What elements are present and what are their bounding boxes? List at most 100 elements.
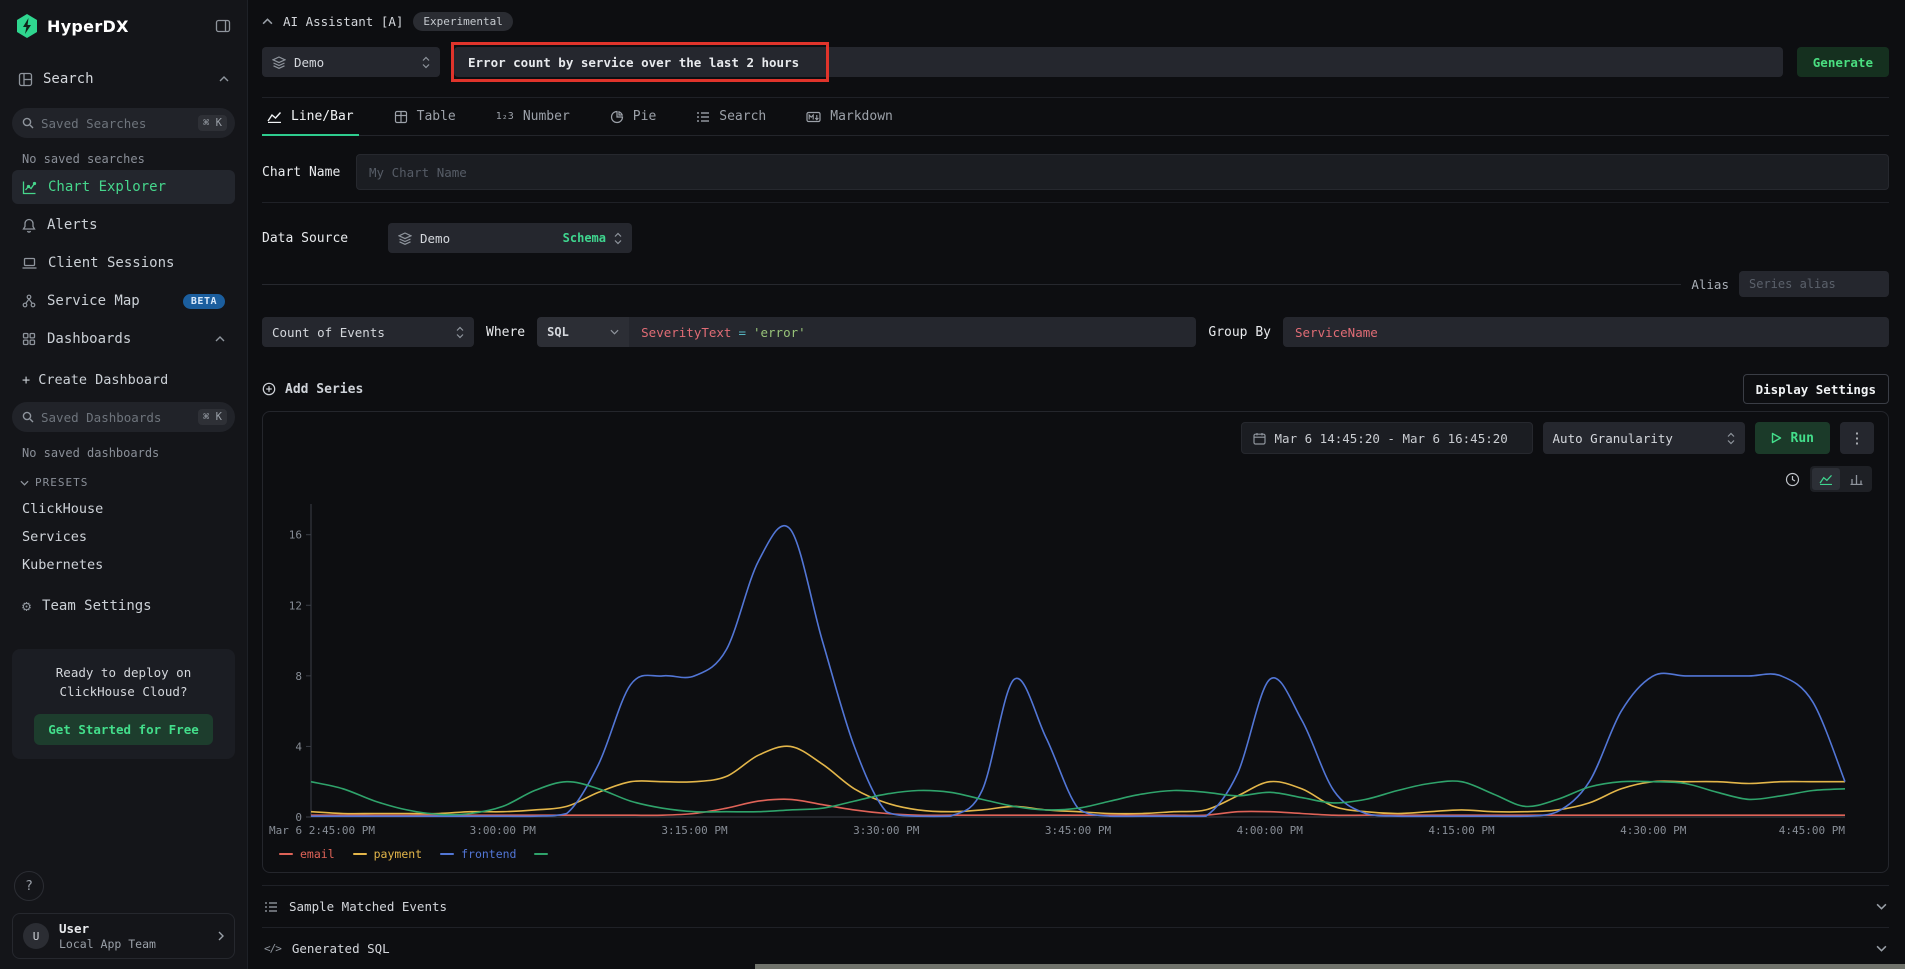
get-started-button[interactable]: Get Started for Free [34,714,213,745]
generated-sql-section[interactable]: </> Generated SQL [262,927,1889,969]
legend-item[interactable] [534,853,555,855]
preset-kubernetes[interactable]: Kubernetes [22,557,235,573]
sidebar-item-alerts[interactable]: Alerts [12,208,235,242]
table-icon [394,110,408,124]
help-button[interactable]: ? [14,871,44,901]
clock-icon[interactable] [1785,472,1800,487]
tab-table[interactable]: Table [389,98,461,135]
tab-number[interactable]: 1₂3 Number [491,98,575,135]
layers-icon [272,56,286,69]
where-group: SQL SeverityText = 'error' [537,317,1196,347]
saved-dashboards-input[interactable]: Saved Dashboards ⌘ K [12,402,235,432]
sidebar-item-dashboards[interactable]: Dashboards [12,322,235,356]
more-options-button[interactable]: ⋮ [1840,422,1874,454]
dashboards-icon [22,332,36,346]
sample-events-label: Sample Matched Events [289,899,447,914]
preset-services[interactable]: Services [22,529,235,545]
display-settings-button[interactable]: Display Settings [1743,374,1889,404]
clickhouse-cloud-promo: Ready to deploy on ClickHouse Cloud? Get… [12,649,235,759]
metric-value: Count of Events [272,325,385,340]
chart-explorer-icon [22,180,37,195]
add-series-label: Add Series [285,382,363,397]
date-range-input[interactable]: Mar 6 14:45:20 - Mar 6 16:45:20 [1241,422,1533,454]
ai-generate-row: Demo Generate [262,47,1889,77]
where-expression-input[interactable]: SeverityText = 'error' [629,317,1196,347]
sidebar-item-service-map[interactable]: Service Map BETA [12,284,235,318]
granularity-select[interactable]: Auto Granularity [1543,422,1745,454]
ai-prompt-wrap [454,47,1783,77]
language-select[interactable]: SQL [537,317,629,347]
svg-text:4:00:00 PM: 4:00:00 PM [1237,824,1304,837]
alias-input[interactable] [1739,271,1889,297]
sidebar-item-client-sessions[interactable]: Client Sessions [12,246,235,280]
sample-matched-events-section[interactable]: Sample Matched Events [262,885,1889,927]
create-dashboard-link[interactable]: + Create Dashboard [22,372,235,388]
bell-icon [22,218,36,233]
preset-clickhouse[interactable]: ClickHouse [22,501,235,517]
line-chart[interactable]: 0481216Mar 6 2:45:00 PM3:00:00 PM3:15:00… [265,494,1855,842]
svg-text:16: 16 [289,529,302,542]
generate-button[interactable]: Generate [1797,47,1889,77]
sidebar-item-label: Client Sessions [48,255,174,271]
data-source-select[interactable]: Demo Schema [388,223,632,253]
chart-type-tabs: Line/Bar Table 1₂3 Number Pie Search [262,98,1889,136]
search-icon [22,411,34,423]
granularity-value: Auto Granularity [1553,431,1673,446]
add-series-button[interactable]: Add Series [262,382,363,397]
tab-markdown[interactable]: Markdown [801,98,898,135]
toggle-bar-view[interactable] [1842,468,1870,490]
gear-icon: ⚙ [22,597,31,615]
sidebar-item-team-settings[interactable]: ⚙ Team Settings [12,589,235,623]
no-saved-searches-text: No saved searches [22,152,235,166]
sidebar-item-chart-explorer[interactable]: Chart Explorer [12,170,235,204]
bottom-scrollbar[interactable] [755,964,1905,969]
search-section-icon [18,72,33,87]
group-by-label: Group By [1208,325,1271,340]
sidebar-item-label: Dashboards [47,331,131,347]
legend-label: email [300,847,335,861]
alias-label: Alias [1691,277,1729,292]
pie-chart-icon [610,110,624,124]
experimental-badge: Experimental [413,12,512,31]
run-button[interactable]: Run [1755,422,1830,454]
chart-area: 0481216Mar 6 2:45:00 PM3:00:00 PM3:15:00… [263,494,1888,842]
svg-text:12: 12 [289,599,302,612]
user-name: User [59,921,156,937]
chevron-up-icon[interactable] [262,18,273,25]
svg-text:4:15:00 PM: 4:15:00 PM [1428,824,1495,837]
ai-source-select[interactable]: Demo [262,47,440,77]
hyperdx-logo-icon [16,14,38,38]
generated-sql-label: Generated SQL [292,941,390,956]
sidebar-section-search[interactable]: Search [12,64,235,94]
language-value: SQL [547,325,569,339]
chart-name-input[interactable] [356,154,1889,190]
ai-prompt-input[interactable] [454,47,1783,77]
sidebar-item-label: Team Settings [42,598,152,614]
ai-assistant-header: AI Assistant [A] Experimental [262,12,1889,31]
chevron-down-icon [20,480,29,486]
legend-item[interactable]: frontend [440,847,516,861]
user-card[interactable]: U User Local App Team [12,913,235,959]
ai-source-value: Demo [294,55,324,70]
presets-header[interactable]: PRESETS [20,476,235,489]
group-by-input[interactable]: ServiceName [1283,317,1889,347]
markdown-icon [806,111,821,123]
search-icon [22,117,34,129]
data-source-label: Data Source [262,231,388,246]
toggle-line-view[interactable] [1812,468,1840,490]
avatar: U [23,923,49,949]
tab-search[interactable]: Search [691,98,771,135]
metric-select[interactable]: Count of Events [262,317,474,347]
sidebar-collapse-icon[interactable] [215,18,231,34]
where-label: Where [486,325,525,340]
tab-pie[interactable]: Pie [605,98,661,135]
chevron-right-icon [218,931,224,941]
code-icon: </> [264,942,281,955]
chevron-down-icon [1876,903,1887,910]
saved-searches-input[interactable]: Saved Searches ⌘ K [12,108,235,138]
divider [262,202,1889,203]
legend-item[interactable]: payment [353,847,422,861]
tab-line-bar[interactable]: Line/Bar [262,98,359,135]
legend-item[interactable]: email [279,847,335,861]
layers-icon [398,232,412,245]
